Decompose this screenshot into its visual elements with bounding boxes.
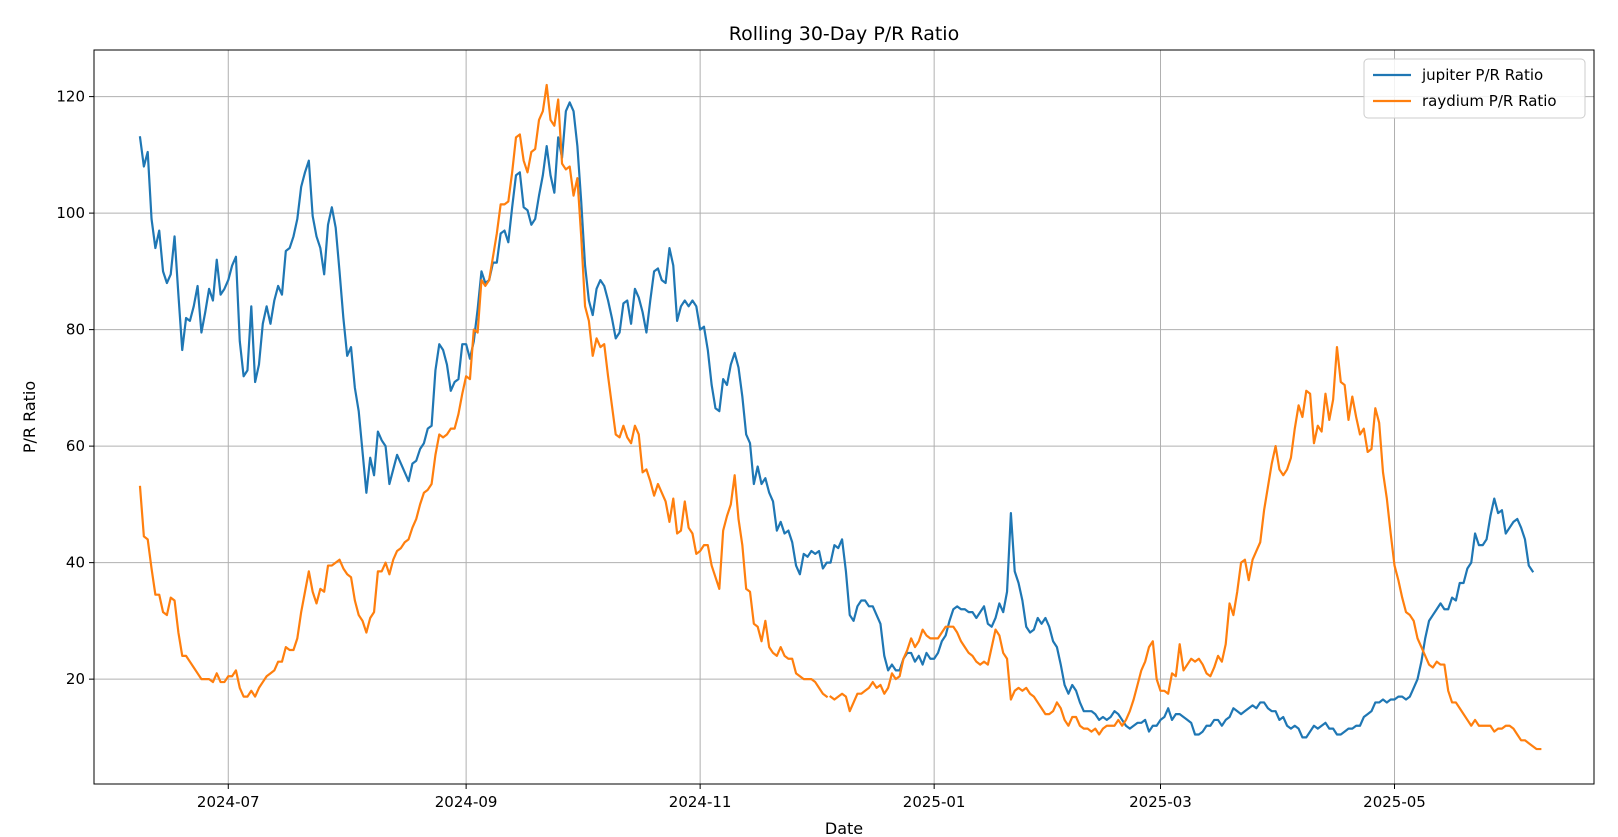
series-lines — [138, 83, 1542, 751]
x-tick-label: 2024-11 — [669, 793, 732, 811]
x-tick-label: 2025-05 — [1363, 793, 1426, 811]
y-axis-label: P/R Ratio — [20, 381, 39, 453]
x-tick-label: 2024-09 — [435, 793, 498, 811]
plot-area-frame — [93, 49, 1595, 785]
series-line-raydium — [138, 83, 1542, 751]
y-tick-label: 80 — [66, 321, 85, 339]
axis-ticks: 2024-07 2024-09 2024-11 2025-01 2025-03 2025-… — [56, 88, 1425, 811]
y-tick-label: 60 — [66, 437, 85, 455]
y-tick-label: 100 — [56, 204, 85, 222]
y-tick-label: 120 — [56, 88, 85, 106]
y-tick-label: 20 — [66, 670, 85, 688]
chart-title: Rolling 30-Day P/R Ratio — [729, 23, 959, 45]
x-tick-label: 2024-07 — [197, 793, 260, 811]
x-tick-label: 2025-03 — [1129, 793, 1192, 811]
legend-box — [1363, 58, 1586, 119]
legend-label-jupiter: jupiter P/R Ratio — [1421, 66, 1543, 84]
legend-label-raydium: raydium P/R Ratio — [1422, 92, 1557, 110]
legend: jupiter P/R Ratio raydium P/R Ratio — [1363, 58, 1586, 119]
y-tick-label: 40 — [66, 554, 85, 572]
series-line-jupiter — [138, 101, 1535, 739]
grid-lines — [94, 50, 1594, 784]
x-axis-label: Date — [825, 819, 863, 837]
x-tick-label: 2025-01 — [903, 793, 966, 811]
